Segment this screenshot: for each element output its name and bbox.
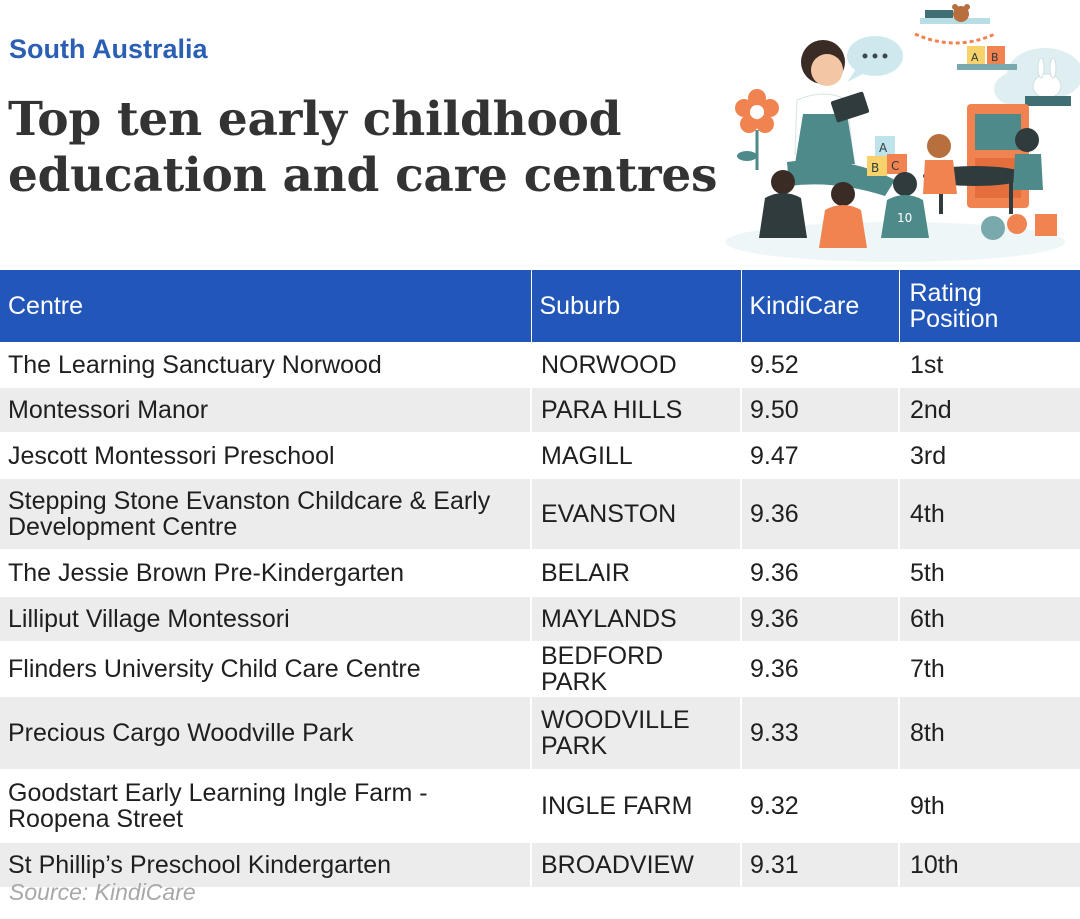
suburb-cell: MAGILL	[531, 432, 742, 478]
table-row: The Learning Sanctuary Norwood NORWOOD 9…	[0, 342, 1080, 387]
centre-cell: Jescott Montessori Preschool	[0, 432, 532, 478]
centre-cell: St Phillip’s Preschool Kindergarten	[0, 841, 532, 887]
block-letter-a: A	[879, 141, 888, 155]
suburb-cell: INGLE FARM	[531, 769, 742, 842]
suburb-cell: PARA HILLS	[531, 386, 742, 433]
position-cell: 7th	[899, 641, 1080, 696]
centre-cell: Precious Cargo Woodville Park	[0, 695, 532, 770]
centre-cell: Lilliput Village Montessori	[0, 595, 532, 642]
table-row: The Jessie Brown Pre-Kindergarten BELAIR…	[0, 549, 1080, 596]
centre-cell: Flinders University Child Care Centre	[0, 641, 532, 696]
source-note: Source: KindiCare	[9, 879, 196, 905]
table-row: Flinders University Child Care Centre BE…	[0, 641, 1080, 696]
table-row: Lilliput Village Montessori MAYLANDS 9.3…	[0, 595, 1080, 642]
column-header-rating-position: Rating Position	[899, 270, 1080, 343]
score-cell: 9.33	[741, 695, 900, 770]
position-cell: 3rd	[899, 432, 1080, 478]
suburb-cell: WOODVILLE PARK	[531, 695, 742, 770]
table-row: St Phillip’s Preschool Kindergarten BROA…	[0, 841, 1080, 887]
block-letter-b: B	[871, 161, 879, 175]
score-cell: 9.36	[741, 477, 900, 550]
table-header-row: Centre Suburb KindiCare Rating Position	[0, 270, 1080, 343]
position-cell: 8th	[899, 695, 1080, 770]
centre-cell: Goodstart Early Learning Ingle Farm - Ro…	[0, 769, 532, 842]
column-header-suburb: Suburb	[531, 270, 742, 343]
score-cell: 9.52	[741, 342, 900, 387]
score-cell: 9.36	[741, 641, 900, 696]
centre-cell: The Learning Sanctuary Norwood	[0, 342, 532, 387]
suburb-cell: NORWOOD	[531, 342, 742, 387]
region-label: South Australia	[9, 34, 208, 64]
shirt-number: 10	[897, 211, 912, 225]
centre-cell: Stepping Stone Evanston Childcare & Earl…	[0, 477, 532, 550]
suburb-cell: BELAIR	[531, 549, 742, 596]
table-row: Goodstart Early Learning Ingle Farm - Ro…	[0, 769, 1080, 842]
rankings-table: Centre Suburb KindiCare Rating Position …	[0, 270, 1080, 887]
column-header-centre: Centre	[0, 270, 532, 343]
position-cell: 2nd	[899, 386, 1080, 433]
position-cell: 5th	[899, 549, 1080, 596]
table-row: Precious Cargo Woodville Park WOODVILLE …	[0, 695, 1080, 770]
score-cell: 9.36	[741, 595, 900, 642]
shelf-block-letter-a: A	[971, 51, 979, 64]
score-cell: 9.31	[741, 841, 900, 887]
position-cell: 9th	[899, 769, 1080, 842]
score-cell: 9.47	[741, 432, 900, 478]
suburb-cell: BROADVIEW	[531, 841, 742, 887]
position-cell: 4th	[899, 477, 1080, 550]
score-cell: 9.36	[741, 549, 900, 596]
score-cell: 9.50	[741, 386, 900, 433]
suburb-cell: BEDFORD PARK	[531, 641, 742, 696]
table-row: Jescott Montessori Preschool MAGILL 9.47…	[0, 432, 1080, 478]
position-cell: 6th	[899, 595, 1080, 642]
shelf-block-letter-b: B	[991, 51, 999, 64]
centre-cell: The Jessie Brown Pre-Kindergarten	[0, 549, 532, 596]
centre-cell: Montessori Manor	[0, 386, 532, 433]
table-row: Montessori Manor PARA HILLS 9.50 2nd	[0, 386, 1080, 433]
classroom-storytime-illustration-icon: A B C A B 10	[725, 4, 1080, 262]
column-header-kindicare: KindiCare	[741, 270, 900, 343]
suburb-cell: MAYLANDS	[531, 595, 742, 642]
block-letter-c: C	[891, 159, 899, 173]
table-row: Stepping Stone Evanston Childcare & Earl…	[0, 477, 1080, 550]
position-cell: 1st	[899, 342, 1080, 387]
score-cell: 9.32	[741, 769, 900, 842]
page-title: Top ten early childhood education and ca…	[8, 92, 718, 203]
suburb-cell: EVANSTON	[531, 477, 742, 550]
position-cell: 10th	[899, 841, 1080, 887]
